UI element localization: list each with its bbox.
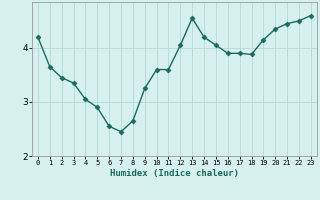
X-axis label: Humidex (Indice chaleur): Humidex (Indice chaleur) [110,169,239,178]
